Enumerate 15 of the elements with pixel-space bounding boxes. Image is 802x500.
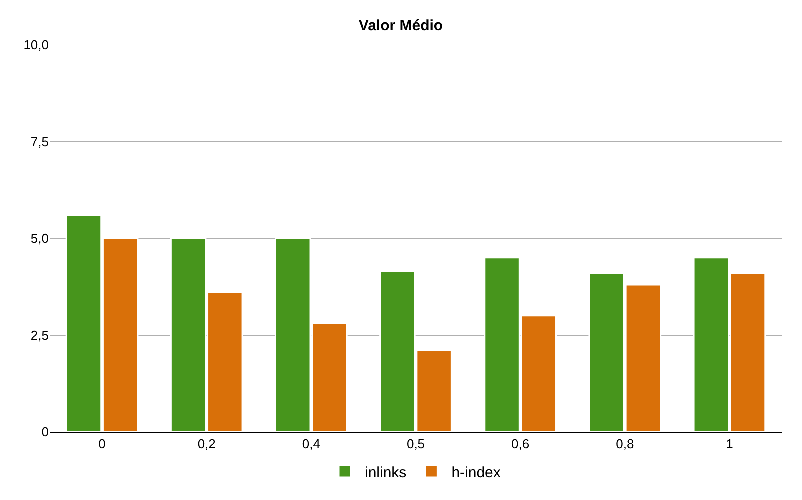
x-tick-label: 0,6: [512, 436, 530, 452]
x-tick-label: 0,8: [616, 436, 634, 452]
legend-label: h-index: [452, 464, 502, 482]
y-tick-label: 7,5: [30, 134, 49, 150]
x-tick-label: 0,5: [406, 436, 426, 452]
x-tick-label: 0,4: [302, 436, 320, 452]
chart-title: Valor Médio: [358, 18, 444, 34]
x-tick-label: 0: [98, 436, 106, 452]
y-tick-label: 5,0: [30, 231, 49, 246]
x-tick-label: 0,2: [198, 436, 216, 452]
y-tick-label: 0: [42, 424, 49, 440]
x-tick-label: 1: [726, 436, 734, 452]
y-tick-label: 2,5: [30, 328, 49, 343]
y-tick-label: 10,0: [24, 38, 49, 53]
legend-label: inlinks: [365, 464, 407, 482]
